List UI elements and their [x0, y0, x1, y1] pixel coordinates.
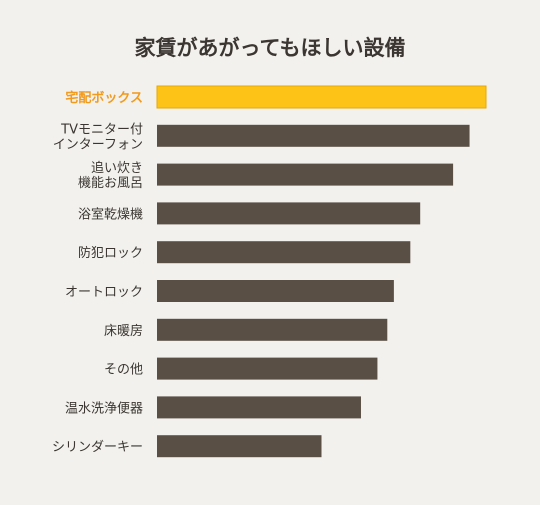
category-label-line: 温水洗浄便器 — [65, 401, 143, 416]
category-label-line: シリンダーキー — [52, 440, 143, 455]
category-label-line: オートロック — [65, 285, 143, 300]
bar-1 — [156, 85, 487, 109]
category-label-7: 床暖房 — [104, 323, 143, 339]
category-labels-group: 宅配ボックス TVモニター付インターフォン追い炊き機能お風呂浴室乾燥機防犯ロックオ… — [52, 90, 143, 455]
category-label-line: インターフォン — [53, 137, 143, 152]
chart-title: 家賃があがってもほしい設備 — [135, 36, 406, 60]
category-label-line: 浴室乾燥機 — [78, 206, 143, 222]
bar-4 — [157, 202, 421, 225]
category-label-3: 追い炊き機能お風呂 — [78, 160, 143, 191]
bar-3 — [157, 163, 454, 186]
bar-8 — [157, 357, 378, 380]
category-label-2: TVモニター付インターフォン — [53, 122, 143, 152]
category-label-line: その他 — [104, 363, 143, 378]
bar-10 — [157, 435, 322, 458]
category-label-8: その他 — [104, 363, 143, 378]
category-label-line: 追い炊き — [91, 160, 143, 176]
bar-2 — [157, 124, 470, 147]
bar-7 — [157, 318, 388, 341]
bars-group — [156, 85, 487, 458]
category-label-line: TVモニター付 — [60, 122, 143, 137]
bar-9 — [157, 396, 361, 419]
category-label-4: 浴室乾燥機 — [78, 206, 143, 222]
category-label-10: シリンダーキー — [52, 440, 143, 455]
category-label-line: 防犯ロック — [78, 245, 143, 261]
category-label-line: 機能お風呂 — [78, 176, 143, 191]
category-label-6: オートロック — [65, 285, 143, 300]
category-label-line: 床暖房 — [104, 323, 143, 339]
bar-5 — [157, 241, 411, 264]
category-label-5: 防犯ロック — [78, 245, 143, 261]
category-label-9: 温水洗浄便器 — [65, 401, 143, 416]
bar-6 — [157, 280, 394, 302]
category-label-line: 宅配ボックス — [65, 90, 143, 106]
category-label-1: 宅配ボックス — [65, 90, 143, 106]
